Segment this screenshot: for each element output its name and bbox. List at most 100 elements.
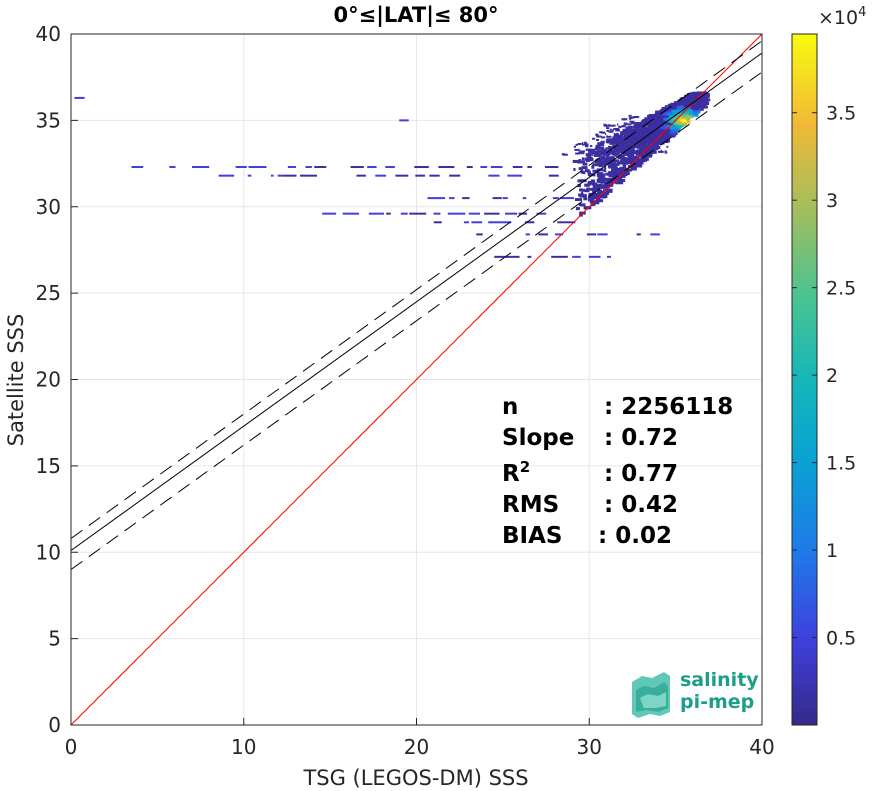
density-cell <box>527 255 532 258</box>
density-cell <box>342 212 360 215</box>
colorbar-tick-label: 0.5 <box>826 628 856 650</box>
density-cell <box>578 167 584 171</box>
density-cell <box>560 197 575 200</box>
density-cell <box>538 233 549 236</box>
density-cell <box>635 163 642 167</box>
density-cell <box>628 114 632 117</box>
density-cell <box>629 120 635 123</box>
density-cell <box>463 221 469 224</box>
density-cell <box>270 174 274 177</box>
density-cell <box>662 132 668 136</box>
density-cell <box>623 166 626 170</box>
density-cell <box>609 141 615 145</box>
density-cell <box>608 151 610 154</box>
density-cell <box>674 124 683 128</box>
density-cell <box>622 148 627 152</box>
density-cell <box>658 142 660 145</box>
density-cell <box>613 139 617 143</box>
density-cell <box>623 134 628 138</box>
x-tick-label: 0 <box>65 735 78 759</box>
density-cell <box>591 164 594 168</box>
density-cell <box>642 128 650 132</box>
density-cell <box>666 106 670 110</box>
density-cell <box>595 147 600 151</box>
density-cell <box>685 103 689 107</box>
density-cell <box>640 148 643 151</box>
density-cell <box>632 148 635 151</box>
density-cell <box>606 127 608 130</box>
density-cell <box>573 145 576 148</box>
density-cell <box>630 127 633 130</box>
density-cell <box>488 174 500 177</box>
fit-line <box>71 52 762 551</box>
density-cell <box>622 163 625 167</box>
density-cell <box>646 150 649 153</box>
density-cell <box>656 123 659 126</box>
density-cell <box>626 151 629 154</box>
density-cell <box>655 110 660 114</box>
density-cell <box>488 221 502 224</box>
stat-value: : 0.02 <box>598 523 672 549</box>
density-cell <box>669 125 676 129</box>
density-cell <box>684 94 690 98</box>
density-cell <box>592 184 597 188</box>
density-cell <box>594 160 602 164</box>
density-cell <box>613 147 619 151</box>
density-cell <box>616 144 625 148</box>
density-cell <box>618 170 624 174</box>
colorbar-tick-label: 3.5 <box>826 103 856 125</box>
density-cell <box>624 143 626 146</box>
density-cell <box>633 144 637 147</box>
density-cell <box>653 139 656 142</box>
density-cell <box>644 117 648 120</box>
x-tick-label: 30 <box>577 735 602 759</box>
density-cell <box>649 147 656 151</box>
density-cell <box>610 171 614 175</box>
density-cell <box>636 132 641 136</box>
density-cell <box>649 131 657 135</box>
density-cell <box>600 155 606 159</box>
density-cell <box>562 153 568 156</box>
density-cell <box>628 148 635 152</box>
density-cell <box>600 183 603 187</box>
density-cell <box>604 124 610 127</box>
density-cell <box>605 147 609 150</box>
density-cell <box>667 124 671 128</box>
density-cell <box>616 172 622 176</box>
density-cell <box>651 128 656 132</box>
density-cell <box>282 174 297 177</box>
density-cell <box>596 172 604 176</box>
density-cell <box>687 113 694 117</box>
density-cell <box>299 174 318 177</box>
density-cell <box>599 185 607 189</box>
density-cell <box>626 139 632 143</box>
density-cell <box>609 180 615 184</box>
density-cell <box>574 198 582 202</box>
density-cell <box>599 190 602 194</box>
density-cell <box>572 255 581 258</box>
stat-label: RMS <box>502 492 559 518</box>
density-cell <box>629 123 632 126</box>
density-cell <box>613 141 616 144</box>
density-cell <box>575 207 580 211</box>
density-cell <box>610 162 614 166</box>
density-cell <box>447 212 466 215</box>
density-cell <box>640 126 647 129</box>
logo-line1: salinity <box>680 669 759 691</box>
density-cell <box>644 137 651 141</box>
density-cell <box>635 151 638 155</box>
density-cell <box>703 95 707 99</box>
density-cell <box>581 157 585 161</box>
density-cell <box>658 132 664 135</box>
density-cell <box>622 129 625 132</box>
density-cell <box>640 122 645 126</box>
density-cell <box>666 145 669 148</box>
density-cell <box>623 150 630 154</box>
density-cell <box>578 193 585 197</box>
density-cell <box>659 138 665 142</box>
density-cell <box>624 131 629 134</box>
density-cell <box>462 197 470 200</box>
density-cell <box>600 141 602 144</box>
density-cell <box>375 174 387 177</box>
density-cell <box>654 145 658 149</box>
